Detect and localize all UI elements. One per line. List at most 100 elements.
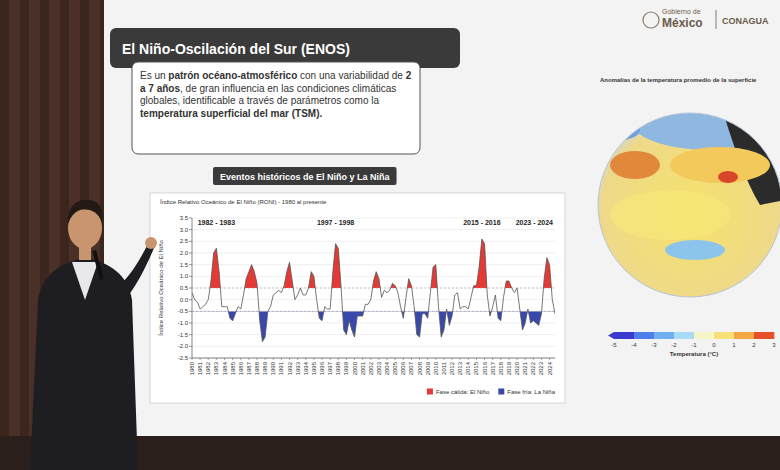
x-tick-label: 2024: [547, 361, 553, 375]
y-tick-label: 0.0: [180, 297, 189, 303]
grid-line: [192, 264, 555, 265]
description-segment: patrón océano-atmosférico: [168, 70, 297, 81]
colorbar-tick-label: 0: [712, 342, 716, 348]
y-tick: [189, 323, 192, 324]
y-tick-label: -2.0: [178, 343, 189, 349]
wall-panel: [0, 0, 9, 470]
x-tick-label: 2011: [441, 361, 447, 375]
y-tick-label: -2.5: [178, 355, 189, 361]
x-tick-label: 2003: [376, 361, 382, 375]
logo-text: Gobierno de: [662, 8, 701, 15]
grid-line: [192, 241, 555, 242]
grid-line: [192, 358, 555, 359]
x-tick: [273, 358, 274, 360]
grid-line: [192, 229, 555, 230]
grid-line: [192, 253, 555, 254]
x-tick-label: 2008: [417, 361, 423, 375]
colorbar-tick-label: 3: [772, 342, 776, 348]
section-bar: [213, 167, 397, 185]
x-tick-label: 2010: [433, 361, 439, 375]
x-tick: [460, 358, 461, 360]
globe-hot: [718, 171, 738, 183]
x-tick-label: 1981: [197, 361, 203, 375]
x-tick-label: 2000: [352, 361, 358, 375]
x-tick: [452, 358, 453, 360]
grid-line: [192, 323, 555, 324]
annotation: 2015 - 2016: [463, 219, 500, 226]
x-tick: [224, 358, 225, 360]
description-holder: Es un patrón océano-atmosférico con una …: [140, 70, 412, 152]
x-tick: [419, 358, 420, 360]
x-tick: [492, 358, 493, 360]
annotation: 1982 - 1983: [198, 219, 235, 226]
globe-cool-north: [630, 90, 780, 150]
x-tick-label: 2015: [473, 361, 479, 375]
cold-area: [192, 311, 555, 341]
colorbar-tick-label: -3: [651, 342, 657, 348]
colorbar-segment: [634, 332, 654, 339]
x-tick: [354, 358, 355, 360]
x-tick: [411, 358, 412, 360]
y-tick: [189, 253, 192, 254]
x-tick: [370, 358, 371, 360]
x-tick: [330, 358, 331, 360]
grid-line: [192, 299, 555, 300]
x-tick: [208, 358, 209, 360]
x-tick: [517, 358, 518, 360]
y-tick: [189, 264, 192, 265]
x-tick: [192, 358, 193, 360]
globe-cool-south: [665, 240, 725, 260]
legend-swatch: [427, 389, 433, 395]
colorbar-segment: [654, 332, 674, 339]
grid-line: [192, 346, 555, 347]
x-tick: [216, 358, 217, 360]
x-tick-label: 2004: [384, 361, 390, 375]
y-tick: [189, 229, 192, 230]
x-tick-label: 1986: [238, 361, 244, 375]
x-tick: [200, 358, 201, 360]
globe-warm-west: [610, 151, 660, 179]
y-tick: [189, 288, 192, 289]
x-tick: [248, 358, 249, 360]
x-tick-label: 2018: [498, 361, 504, 375]
plot-area: [192, 239, 555, 342]
y-tick: [189, 241, 192, 242]
presenter-suit: [30, 258, 138, 470]
x-tick: [322, 358, 323, 360]
x-tick-label: 2005: [392, 361, 398, 375]
y-tick-label: -1.0: [178, 320, 189, 326]
colorbar-tick-label: 2: [752, 342, 756, 348]
description: Es un patrón océano-atmosférico con una …: [140, 70, 412, 120]
description-segment: con una variabilidad de: [297, 70, 405, 81]
y-tick-label: 3.0: [180, 227, 189, 233]
x-tick-label: 1985: [230, 361, 236, 375]
x-tick-label: 1980: [189, 361, 195, 375]
x-tick-label: 1999: [343, 361, 349, 375]
grid-line: [192, 276, 555, 277]
presenter-hair: [68, 200, 103, 224]
x-tick-label: 2001: [360, 361, 366, 375]
x-tick: [427, 358, 428, 360]
x-tick-label: 1984: [222, 361, 228, 375]
cold-fill-group: [192, 311, 555, 341]
x-tick: [387, 358, 388, 360]
x-tick: [435, 358, 436, 360]
presenter-shirt: [72, 262, 98, 300]
x-tick: [289, 358, 290, 360]
x-tick-label: 2016: [482, 361, 488, 375]
x-tick: [346, 358, 347, 360]
logo-text: México: [662, 16, 703, 30]
description-segment: Es un: [140, 70, 168, 81]
annotation: 2023 - 2024: [516, 219, 553, 226]
presenter-hand: [145, 237, 157, 249]
presenter-arm: [120, 244, 154, 296]
colorbar-tick-label: -4: [631, 342, 637, 348]
x-tick: [257, 358, 258, 360]
x-tick: [533, 358, 534, 360]
y-tick-label: 3.5: [180, 215, 189, 221]
x-tick: [265, 358, 266, 360]
y-tick: [189, 311, 192, 312]
annotation: 1997 - 1998: [317, 219, 354, 226]
section-title: Eventos históricos de El Niño y La Niña: [220, 172, 391, 182]
y-tick-label: 1.0: [180, 273, 189, 279]
